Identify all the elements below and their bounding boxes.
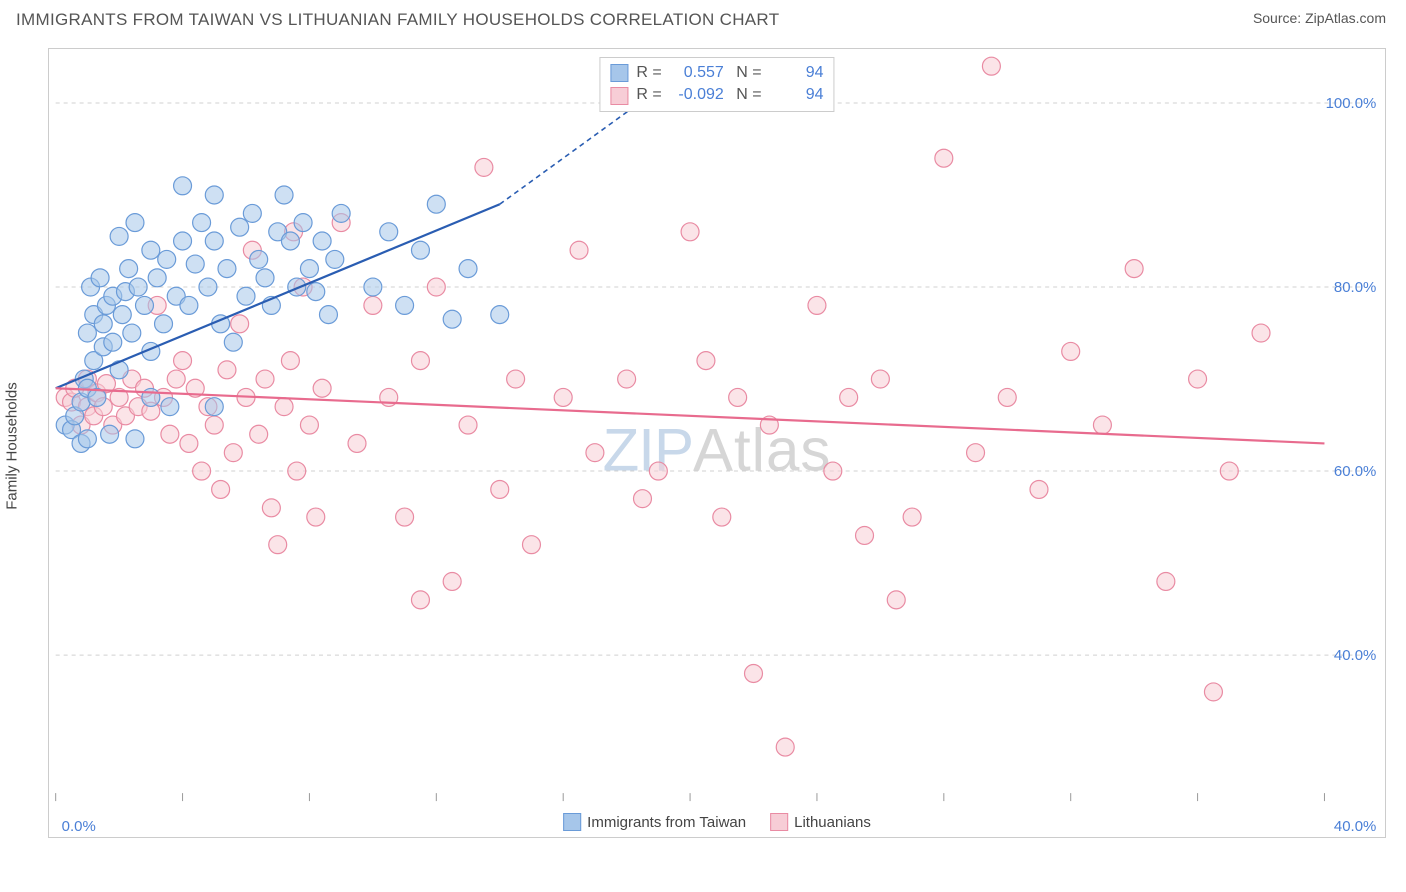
svg-text:80.0%: 80.0%	[1334, 279, 1376, 296]
legend-R-label: R =	[636, 62, 661, 84]
swatch-blue-2	[563, 813, 581, 831]
source-name: ZipAtlas.com	[1305, 10, 1386, 26]
chart-plot-area: ZIPAtlas 40.0%60.0%80.0%100.0%0.0%40.0% …	[48, 48, 1386, 838]
legend-N-label: N =	[732, 62, 762, 84]
chart-source: Source: ZipAtlas.com	[1253, 10, 1386, 26]
chart-header: IMMIGRANTS FROM TAIWAN VS LITHUANIAN FAM…	[0, 0, 1406, 34]
swatch-pink	[610, 87, 628, 105]
svg-text:0.0%: 0.0%	[62, 818, 96, 835]
legend-label-lithuanian: Lithuanians	[794, 814, 871, 831]
legend-R-lithuanian: -0.092	[670, 84, 724, 106]
legend-N-lithuanian: 94	[770, 84, 824, 106]
legend-R-label2: R =	[636, 84, 661, 106]
svg-text:60.0%: 60.0%	[1334, 463, 1376, 480]
legend-row-lithuanian: R = -0.092 N = 94	[610, 84, 823, 106]
legend-item-taiwan: Immigrants from Taiwan	[563, 813, 746, 831]
legend-label-taiwan: Immigrants from Taiwan	[587, 814, 746, 831]
svg-text:40.0%: 40.0%	[1334, 647, 1376, 664]
legend-N-label2: N =	[732, 84, 762, 106]
swatch-blue	[610, 64, 628, 82]
chart-title: IMMIGRANTS FROM TAIWAN VS LITHUANIAN FAM…	[16, 10, 779, 30]
series-legend: Immigrants from Taiwan Lithuanians	[563, 813, 871, 831]
correlation-legend: R = 0.557 N = 94 R = -0.092 N = 94	[599, 57, 834, 112]
swatch-pink-2	[770, 813, 788, 831]
legend-item-lithuanian: Lithuanians	[770, 813, 871, 831]
legend-row-taiwan: R = 0.557 N = 94	[610, 62, 823, 84]
svg-text:100.0%: 100.0%	[1326, 95, 1377, 112]
legend-R-taiwan: 0.557	[670, 62, 724, 84]
svg-text:40.0%: 40.0%	[1334, 818, 1376, 835]
y-axis-label: Family Households	[4, 382, 21, 510]
legend-N-taiwan: 94	[770, 62, 824, 84]
plot-svg: 40.0% 60.0% 80.0% 100.0% 0.0% 40.0%	[49, 49, 1385, 837]
source-prefix: Source:	[1253, 10, 1305, 26]
